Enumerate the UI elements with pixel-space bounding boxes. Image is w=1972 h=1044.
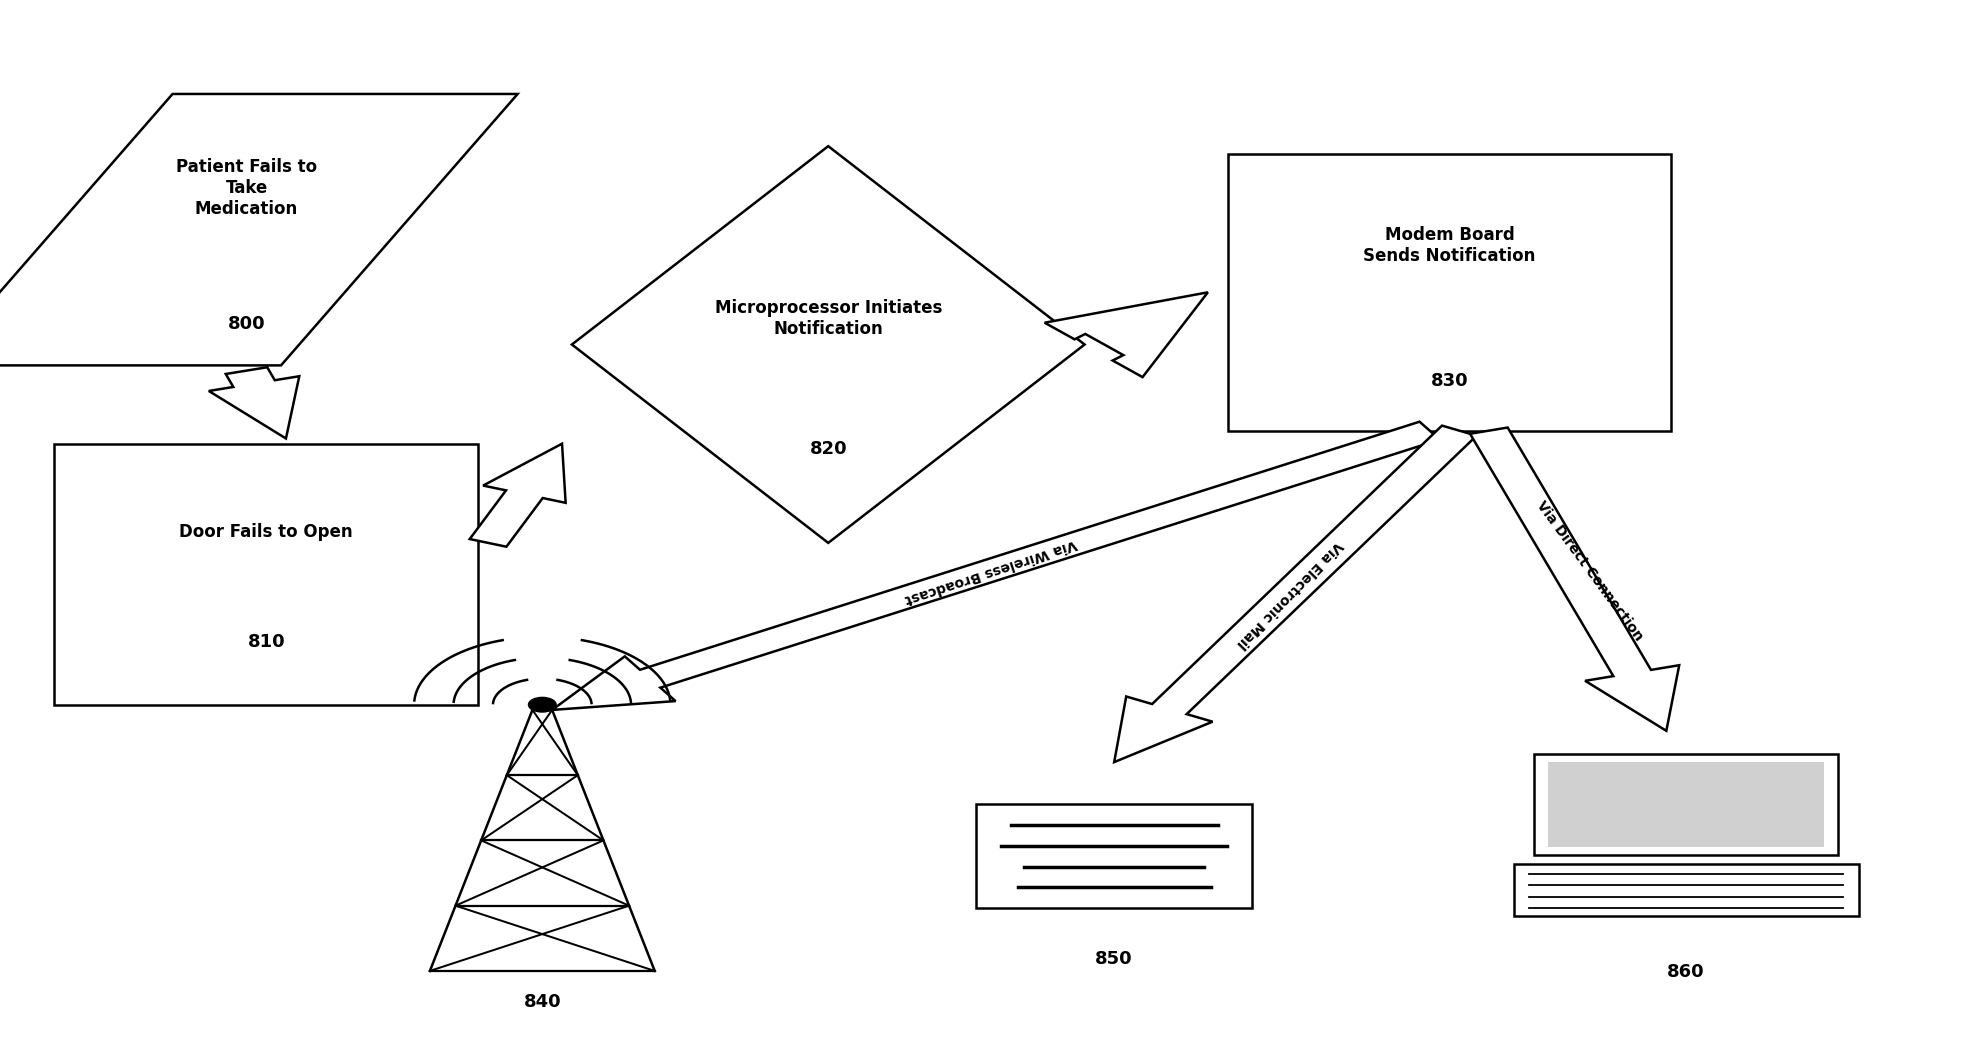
Text: Via Wireless Broadcast: Via Wireless Broadcast — [903, 537, 1079, 607]
Text: Via Direct Connection: Via Direct Connection — [1534, 498, 1645, 643]
FancyBboxPatch shape — [1514, 864, 1858, 917]
Text: Patient Fails to
Take
Medication: Patient Fails to Take Medication — [176, 158, 317, 218]
Text: Via Electronic Mail: Via Electronic Mail — [1232, 538, 1345, 651]
Polygon shape — [572, 146, 1085, 543]
Text: 850: 850 — [1094, 950, 1134, 968]
Text: 840: 840 — [523, 993, 562, 1012]
Polygon shape — [1045, 292, 1207, 377]
Circle shape — [528, 697, 556, 712]
Text: 800: 800 — [227, 314, 266, 333]
Text: 810: 810 — [246, 633, 286, 651]
FancyBboxPatch shape — [976, 804, 1252, 908]
FancyBboxPatch shape — [1227, 155, 1670, 431]
Text: 830: 830 — [1430, 372, 1469, 390]
Text: Door Fails to Open: Door Fails to Open — [179, 523, 353, 542]
FancyBboxPatch shape — [55, 444, 477, 705]
Polygon shape — [552, 422, 1440, 710]
FancyBboxPatch shape — [1534, 754, 1838, 855]
Polygon shape — [0, 94, 517, 365]
Text: Microprocessor Initiates
Notification: Microprocessor Initiates Notification — [714, 299, 943, 338]
Polygon shape — [1114, 426, 1477, 762]
FancyBboxPatch shape — [1548, 762, 1824, 848]
Text: Modem Board
Sends Notification: Modem Board Sends Notification — [1363, 226, 1536, 265]
Polygon shape — [209, 367, 300, 438]
Text: 860: 860 — [1666, 963, 1706, 981]
Polygon shape — [469, 444, 566, 547]
Polygon shape — [1469, 428, 1680, 731]
Text: 820: 820 — [809, 440, 848, 458]
